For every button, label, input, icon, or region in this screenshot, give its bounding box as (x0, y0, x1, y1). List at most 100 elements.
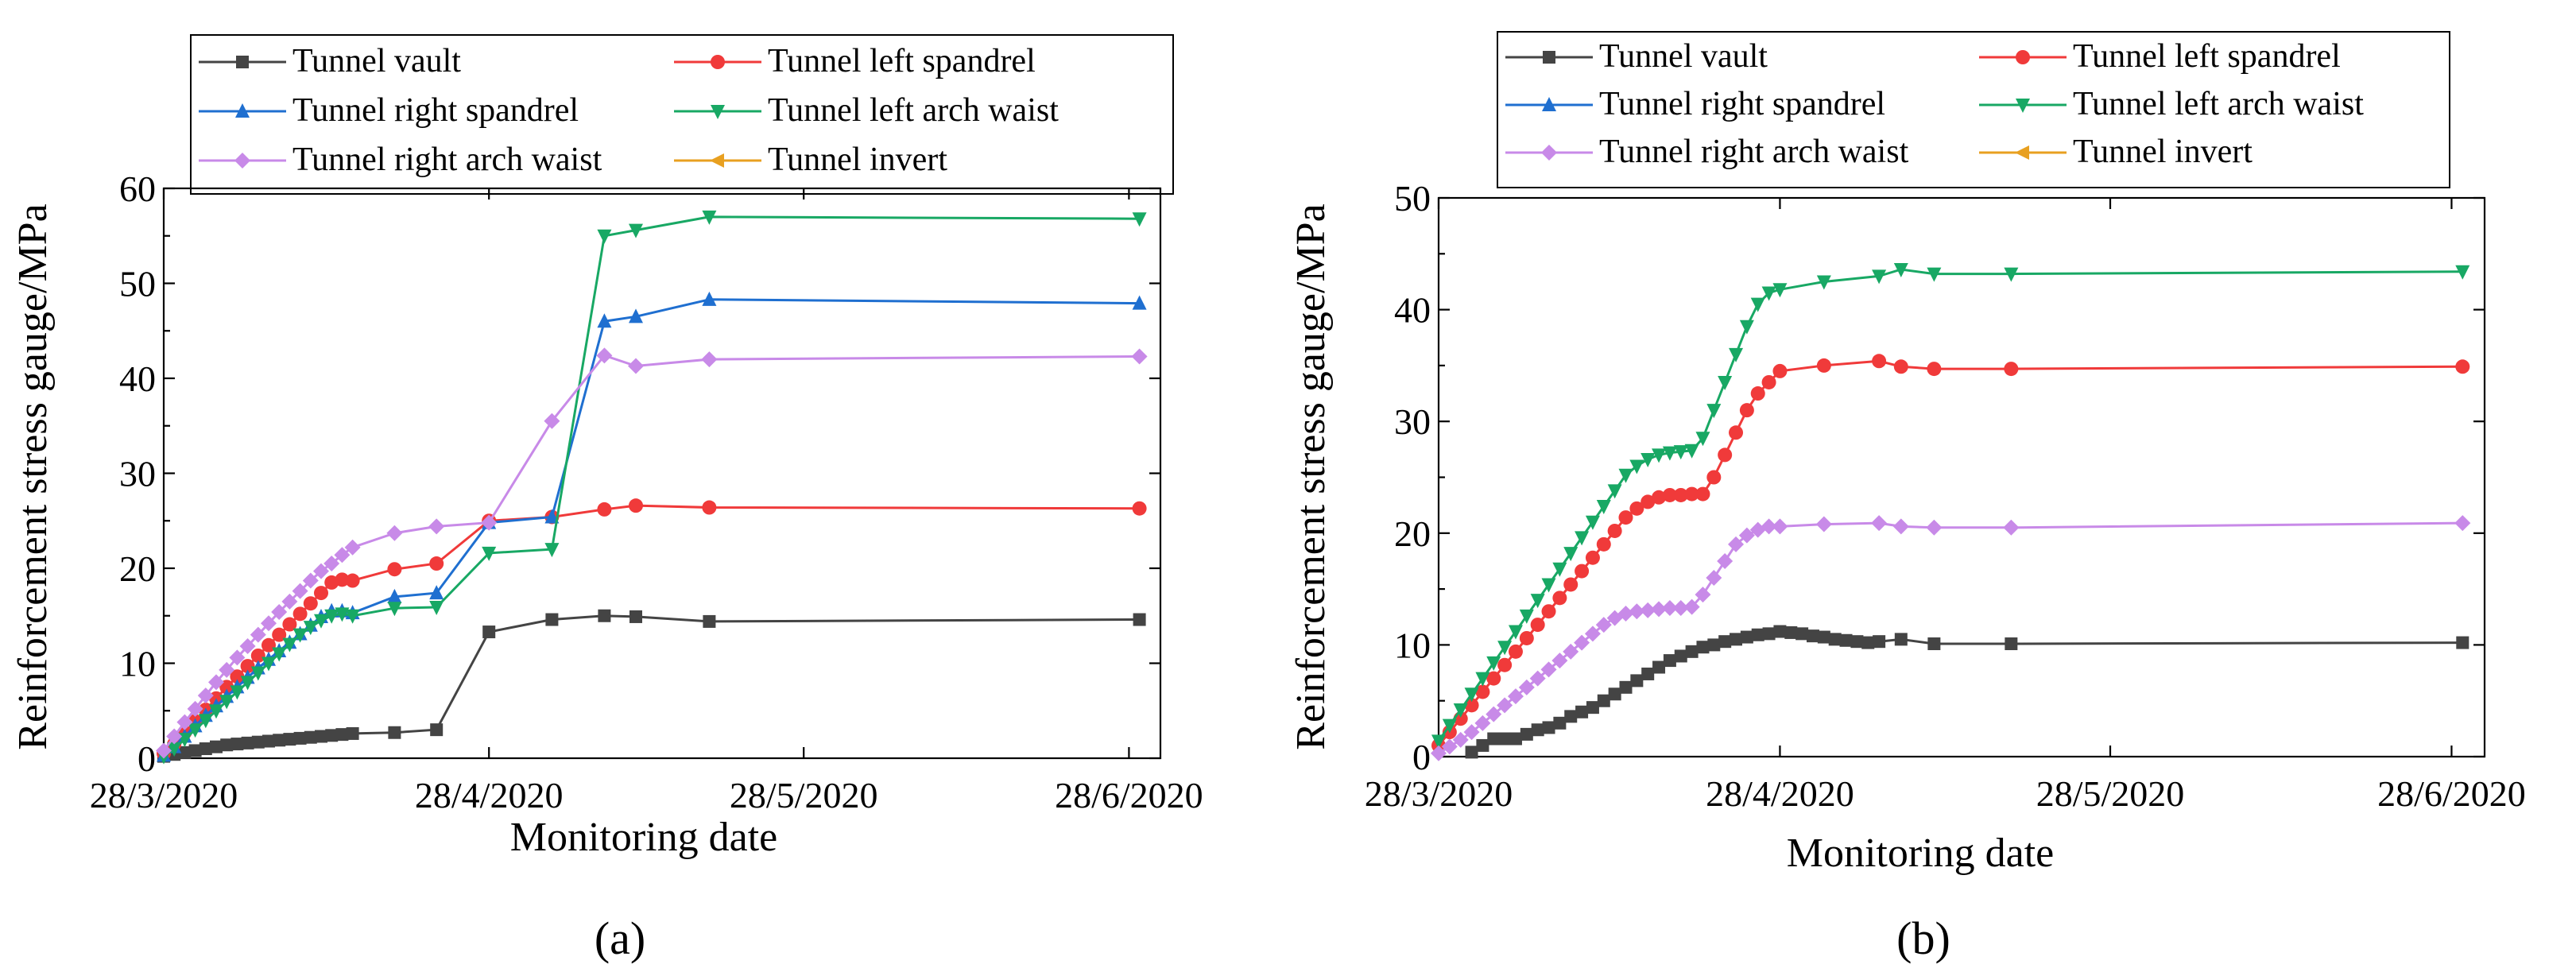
y-tick-label-b-1: 10 (1394, 625, 1431, 665)
point-b-tunnel-left-spandrel-25 (1706, 470, 1722, 485)
point-a-tunnel-left-spandrel-26 (1132, 501, 1147, 516)
point-a-tunnel-left-spandrel-10 (261, 637, 276, 653)
legend-marker-b-tunnel-invert (2015, 145, 2029, 160)
point-a-tunnel-left-arch-waist-25 (702, 210, 717, 225)
point-b-tunnel-left-arch-waist-26 (1718, 375, 1733, 390)
point-a-tunnel-left-arch-waist-13 (292, 628, 308, 643)
y-axis-label-a: Reinforcement stress gauge/MPa (10, 203, 56, 749)
point-b-tunnel-left-arch-waist-22 (1673, 445, 1688, 460)
point-b-tunnel-left-spandrel-20 (1652, 490, 1667, 505)
point-b-tunnel-right-arch-waist-22 (1672, 600, 1689, 617)
point-a-tunnel-left-arch-waist-5 (209, 704, 223, 719)
point-b-tunnel-left-arch-waist-33 (1872, 269, 1887, 285)
point-b-tunnel-right-arch-waist-31 (1772, 518, 1788, 535)
point-b-tunnel-left-spandrel-9 (1530, 618, 1545, 633)
point-b-tunnel-right-arch-waist-30 (1761, 518, 1777, 535)
point-b-tunnel-right-arch-waist-7 (1507, 688, 1524, 705)
point-a-tunnel-left-spandrel-8 (240, 659, 255, 674)
point-b-tunnel-left-spandrel-6 (1497, 657, 1513, 672)
point-a-tunnel-vault-19 (388, 726, 401, 739)
point-a-tunnel-right-spandrel-19 (387, 588, 402, 603)
point-b-tunnel-right-arch-waist-5 (1486, 706, 1502, 722)
point-b-tunnel-left-arch-waist-34 (1893, 262, 1908, 277)
y-tick-label-a-0: 0 (138, 738, 156, 779)
point-b-tunnel-left-spandrel-7 (1508, 644, 1523, 659)
point-b-tunnel-left-arch-waist-10 (1541, 578, 1556, 593)
point-a-tunnel-right-arch-waist-26 (1131, 348, 1148, 365)
point-b-tunnel-right-arch-waist-21 (1661, 600, 1678, 617)
point-b-tunnel-vault-5 (1520, 727, 1533, 741)
point-a-tunnel-right-arch-waist-22 (544, 412, 560, 429)
point-a-tunnel-right-arch-waist-9 (250, 626, 266, 643)
point-b-tunnel-left-arch-waist-20 (1652, 448, 1667, 463)
point-a-tunnel-right-arch-waist-1 (166, 728, 183, 745)
point-a-tunnel-vault-21 (482, 625, 496, 639)
point-a-tunnel-right-arch-waist-4 (197, 687, 214, 704)
point-a-tunnel-left-arch-waist-26 (1132, 212, 1147, 227)
point-b-tunnel-vault-39 (1927, 637, 1941, 650)
x-tick-label-a-3: 28/6/2020 (1055, 775, 1203, 815)
legend-marker-a-tunnel-vault (236, 56, 249, 68)
point-b-tunnel-vault-16 (1641, 667, 1655, 680)
point-a-tunnel-left-spandrel-19 (387, 562, 402, 577)
point-a-tunnel-left-arch-waist-9 (250, 666, 265, 681)
point-b-tunnel-vault-41 (2456, 636, 2469, 649)
point-a-tunnel-right-arch-waist-6 (219, 661, 235, 678)
legend-label-a-tunnel-left-arch-waist: Tunnel left arch waist (768, 92, 1059, 129)
point-b-tunnel-left-spandrel-16 (1607, 523, 1622, 538)
point-b-tunnel-left-arch-waist-3 (1464, 687, 1479, 703)
point-a-tunnel-vault-6 (220, 738, 234, 752)
point-b-tunnel-left-arch-waist-31 (1772, 283, 1788, 298)
legend-marker-b-tunnel-right-spandrel (1542, 97, 1556, 111)
legend-a: Tunnel vault Tunnel left spandrel Tunnel r… (190, 34, 1174, 195)
point-b-tunnel-left-spandrel-37 (2455, 359, 2470, 374)
point-b-tunnel-right-arch-waist-0 (1431, 745, 1447, 761)
point-b-tunnel-left-arch-waist-27 (1729, 347, 1744, 362)
point-b-tunnel-left-arch-waist-36 (2004, 267, 2019, 282)
point-b-tunnel-right-arch-waist-13 (1574, 634, 1590, 651)
y-tick-label-a-5: 50 (119, 264, 156, 304)
legend-label-a-tunnel-invert: Tunnel invert (768, 141, 947, 178)
point-b-tunnel-left-arch-waist-8 (1519, 609, 1534, 624)
panel-a: Tunnel vault Tunnel left spandrel Tunnel r… (10, 34, 1203, 964)
point-a-tunnel-left-spandrel-23 (597, 502, 612, 517)
y-axis-label-b: Reinforcement stress gauge/MPa (1288, 203, 1334, 749)
point-b-tunnel-vault-17 (1652, 660, 1666, 674)
point-a-tunnel-right-spandrel-26 (1132, 295, 1147, 310)
point-a-tunnel-left-spandrel-20 (429, 556, 444, 571)
point-a-tunnel-right-spandrel-23 (597, 313, 612, 328)
point-b-tunnel-left-spandrel-26 (1718, 447, 1733, 463)
point-b-tunnel-left-spandrel-23 (1684, 486, 1699, 502)
point-a-tunnel-vault-5 (210, 740, 223, 753)
point-a-tunnel-right-arch-waist-20 (428, 518, 445, 535)
panel-label-a: (a) (595, 912, 645, 964)
point-b-tunnel-vault-1 (1476, 738, 1489, 752)
point-a-tunnel-vault-23 (598, 609, 611, 622)
point-b-tunnel-left-spandrel-29 (1750, 386, 1765, 401)
point-b-tunnel-left-spandrel-18 (1629, 501, 1644, 516)
point-b-tunnel-vault-19 (1674, 649, 1687, 663)
point-b-tunnel-vault-35 (1850, 635, 1864, 649)
y-tick-label-b-2: 20 (1394, 513, 1431, 554)
point-a-tunnel-vault-15 (315, 730, 327, 743)
point-a-tunnel-vault-10 (262, 734, 275, 748)
point-b-tunnel-left-spandrel-34 (1893, 359, 1908, 374)
point-a-tunnel-left-spandrel-13 (292, 606, 308, 622)
point-b-tunnel-right-arch-waist-34 (1892, 518, 1909, 535)
series-line-a-tunnel-right-arch-waist (162, 354, 1140, 752)
point-b-tunnel-right-arch-waist-26 (1717, 552, 1733, 569)
point-a-tunnel-left-spandrel-14 (303, 596, 318, 611)
point-a-tunnel-right-arch-waist-13 (292, 583, 308, 599)
point-b-tunnel-left-arch-waist-2 (1453, 703, 1468, 718)
y-tick-label-b-3: 30 (1394, 401, 1431, 442)
point-b-tunnel-left-arch-waist-29 (1750, 297, 1765, 312)
x-axis-label-b: Monitoring date (1787, 831, 2055, 876)
legend-label-b-tunnel-vault: Tunnel vault (1599, 38, 1768, 75)
point-b-tunnel-left-arch-waist-13 (1575, 531, 1590, 546)
point-a-tunnel-right-arch-waist-5 (208, 674, 224, 691)
point-b-tunnel-left-arch-waist-35 (1927, 267, 1942, 282)
point-a-tunnel-left-arch-waist-10 (261, 656, 276, 672)
legend-label-a-tunnel-right-arch-waist: Tunnel right arch waist (292, 141, 602, 178)
point-b-tunnel-left-spandrel-4 (1475, 684, 1490, 699)
point-b-tunnel-vault-22 (1707, 638, 1721, 652)
